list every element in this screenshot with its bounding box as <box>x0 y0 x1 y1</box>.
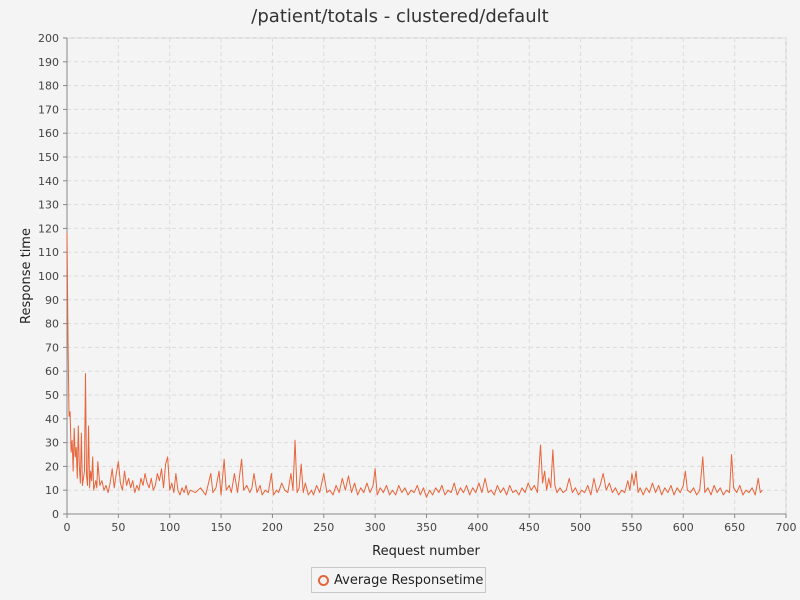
y-tick-label: 20 <box>45 460 59 473</box>
y-tick-label: 50 <box>45 389 59 402</box>
y-tick-label: 60 <box>45 365 59 378</box>
y-tick-label: 40 <box>45 413 59 426</box>
y-tick-label: 140 <box>38 175 59 188</box>
y-tick-label: 120 <box>38 222 59 235</box>
legend: Average Responsetime <box>311 567 486 593</box>
x-tick-label: 300 <box>365 521 386 534</box>
series-layer <box>66 233 763 498</box>
chart-title: /patient/totals - clustered/default <box>251 6 549 27</box>
x-tick-label: 450 <box>519 521 540 534</box>
x-tick-label: 150 <box>211 521 232 534</box>
x-tick-label: 500 <box>570 521 591 534</box>
y-tick-label: 100 <box>38 270 59 283</box>
x-tick-label: 650 <box>724 521 745 534</box>
y-tick-label: 180 <box>38 80 59 93</box>
x-tick-label: 400 <box>467 521 488 534</box>
y-tick-label: 160 <box>38 127 59 140</box>
legend-label: Average Responsetime <box>334 572 484 588</box>
y-tick-label: 170 <box>38 103 59 116</box>
y-tick-label: 0 <box>52 508 59 521</box>
x-tick-label: 0 <box>64 521 71 534</box>
x-tick-label: 250 <box>313 521 334 534</box>
y-tick-label: 70 <box>45 341 59 354</box>
y-tick-label: 200 <box>38 32 59 45</box>
y-tick-label: 130 <box>38 199 59 212</box>
grid-lines <box>67 37 787 514</box>
x-tick-label: 100 <box>159 521 180 534</box>
x-tick-label: 200 <box>262 521 283 534</box>
y-axis-title: Response time <box>19 228 34 324</box>
x-tick-label: 350 <box>416 521 437 534</box>
x-tick-label: 50 <box>111 521 125 534</box>
y-tick-label: 30 <box>45 437 59 450</box>
y-tick-label: 10 <box>45 484 59 497</box>
legend-marker-icon <box>318 574 329 586</box>
y-tick-label: 110 <box>38 246 59 259</box>
y-tick-label: 190 <box>38 56 59 69</box>
x-tick-label: 550 <box>621 521 642 534</box>
x-axis-title: Request number <box>372 544 480 559</box>
y-tick-label: 90 <box>45 294 59 307</box>
y-tick-label: 150 <box>38 151 59 164</box>
x-tick-label: 700 <box>776 521 797 534</box>
x-tick-label: 600 <box>673 521 694 534</box>
series-line <box>66 233 763 498</box>
y-tick-label: 80 <box>45 318 59 331</box>
